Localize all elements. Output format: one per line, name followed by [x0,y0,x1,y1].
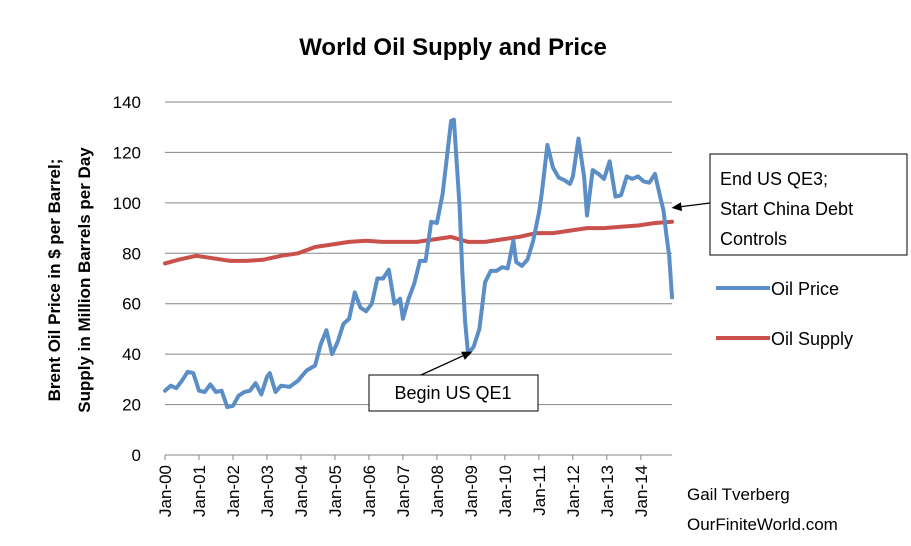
annotation-qe3-line3: Controls [720,229,787,249]
legend-label-oil-price: Oil Price [771,279,839,299]
y-tick-label: 60 [122,295,141,314]
x-tick-label: Jan-02 [224,465,243,517]
series-line-oil-supply [163,219,674,266]
x-tick-label: Jan-05 [326,465,345,517]
credit-author: Gail Tverberg [687,485,790,504]
annotation-qe3-box [709,153,908,256]
x-axis-ticks: Jan-00 Jan-01 Jan-02 Jan-03 Jan-04 Jan-05 Jan-… [156,455,651,517]
x-tick-label: Jan-04 [292,465,311,517]
annotation-qe3-line1: End US QE3; [720,169,828,189]
y-tick-label: 120 [113,143,141,162]
x-tick-label: Jan-08 [428,465,447,517]
y-axis-label: Brent Oil Price in $ per Barrel; Supply … [45,147,94,413]
series-lines [163,117,674,410]
annotation-qe3-arrow [681,202,711,208]
y-tick-label: 140 [113,93,141,112]
gridlines [165,101,672,406]
annotation-qe1-box [368,374,539,412]
y-axis-label-line2: Supply in Million Barrels per Day [75,147,94,413]
y-tick-label: 20 [122,396,141,415]
x-tick-label: Jan-14 [632,465,651,517]
annotation-qe3-line2: Start China Debt [720,199,853,219]
series-line-oil-price [163,117,674,410]
legend: Oil Price Oil Supply [716,279,853,349]
annotation-qe1-text: Begin US QE1 [394,383,511,403]
y-tick-label: 0 [132,446,141,465]
annotation-qe1-arrow [420,355,464,376]
y-tick-label: 100 [113,194,141,213]
annotation-qe3: End US QE3; Start China Debt Controls [671,153,908,256]
credit-site: OurFiniteWorld.com [687,515,838,534]
x-tick-label: Jan-12 [564,465,583,517]
x-tick-label: Jan-13 [598,465,617,517]
y-axis-ticks: 0 20 40 60 80 100 120 140 [113,93,141,465]
legend-label-oil-supply: Oil Supply [771,329,853,349]
x-tick-label: Jan-06 [360,465,379,517]
x-tick-label: Jan-00 [156,465,175,517]
annotation-qe1-arrowhead [461,351,473,360]
chart-title: World Oil Supply and Price [299,34,607,61]
y-axis-label-line1: Brent Oil Price in $ per Barrel; [45,159,64,402]
x-tick-label: Jan-09 [462,465,481,517]
annotation-qe3-arrowhead [671,202,682,212]
annotation-qe1: Begin US QE1 [368,351,539,412]
y-tick-label: 80 [122,244,141,263]
x-tick-label: Jan-10 [496,465,515,517]
x-tick-label: Jan-07 [394,465,413,517]
x-tick-label: Jan-03 [258,465,277,517]
x-tick-label: Jan-01 [190,465,209,517]
x-tick-label: Jan-11 [530,465,549,516]
y-tick-label: 40 [122,345,141,364]
